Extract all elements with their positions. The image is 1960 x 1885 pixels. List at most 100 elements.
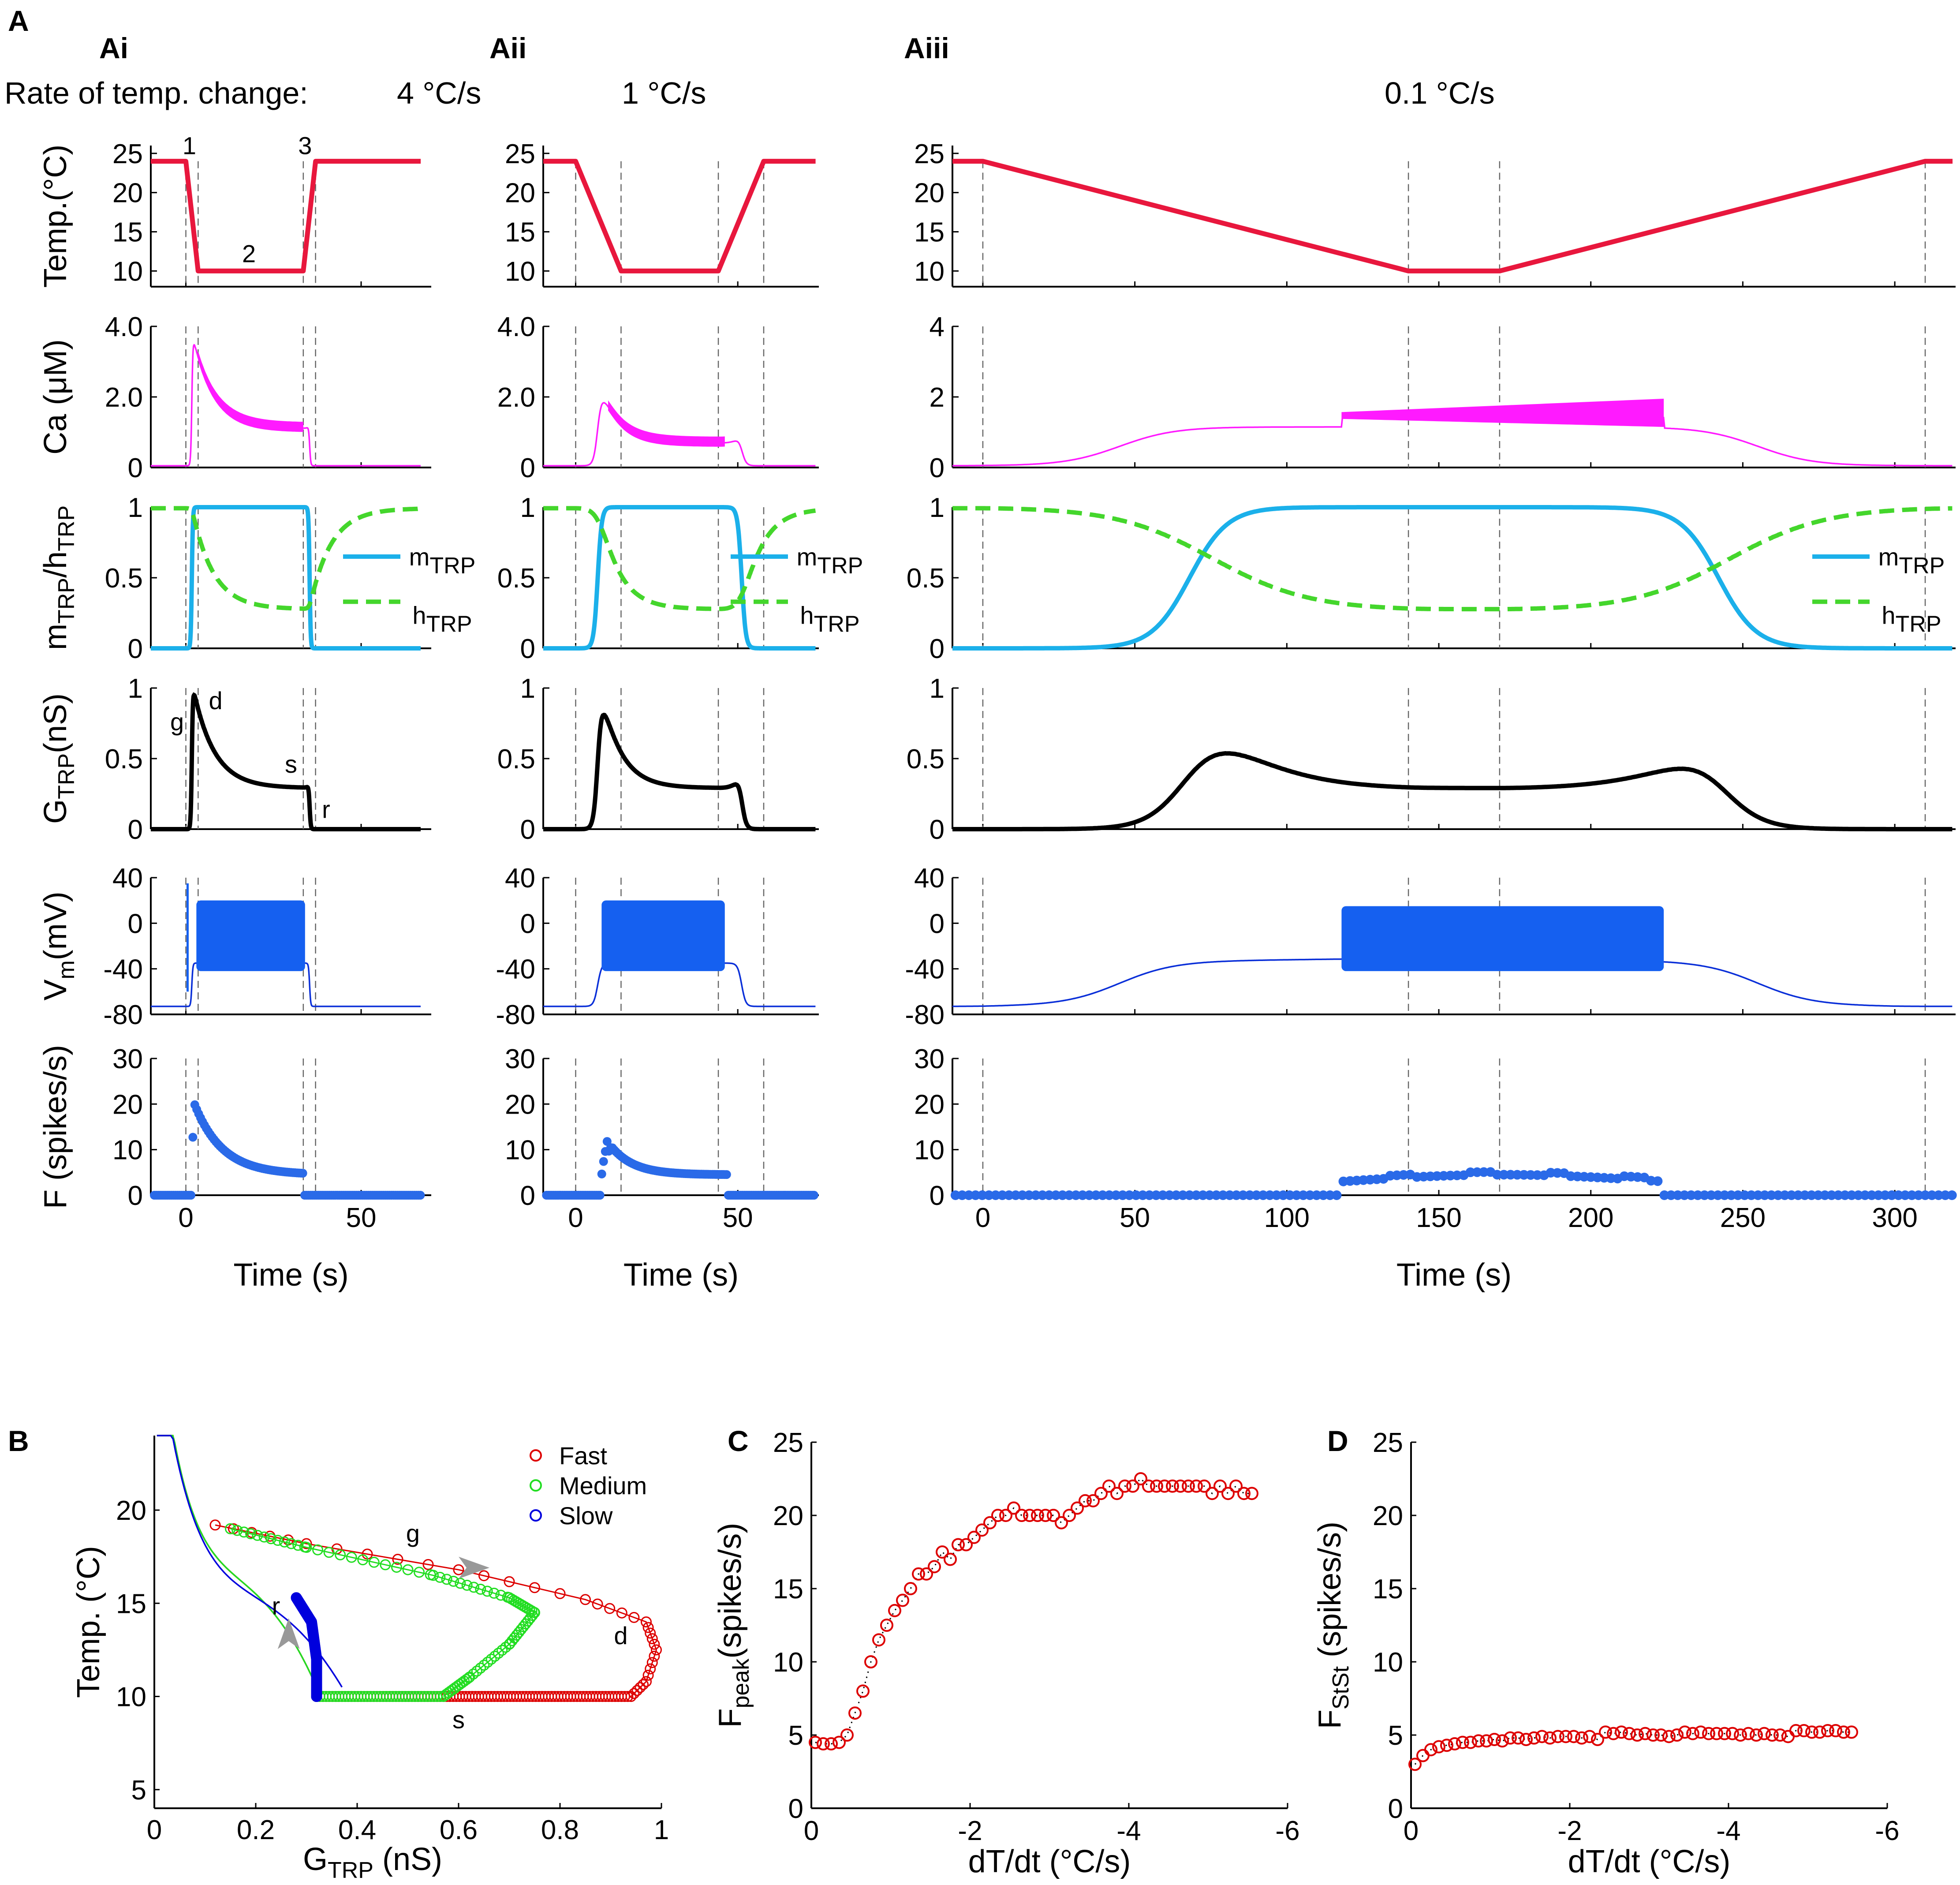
marker-fast	[478, 1570, 489, 1582]
y-tick-label: 5	[131, 1775, 146, 1806]
panel-Aii-mh: 0 0.5 1 mTRP hTRP	[497, 493, 863, 664]
y-tick-label: 0.5	[105, 744, 143, 774]
y-tick-label: 5	[1388, 1720, 1403, 1751]
marker-fast	[649, 1638, 660, 1650]
y-axis-label: FStSt (spikes/s)	[1312, 1522, 1354, 1729]
rate-point	[1292, 1190, 1302, 1200]
rate-point	[1038, 1190, 1048, 1200]
data-point	[1527, 1731, 1541, 1745]
rate-Ai: 4 °C/s	[397, 76, 481, 110]
data-point	[1079, 1494, 1092, 1507]
data-point	[1504, 1731, 1517, 1745]
x-tick-label: 200	[1568, 1203, 1613, 1233]
data-point	[1150, 1479, 1163, 1493]
marker-fast	[646, 1657, 658, 1668]
gtrp-line	[543, 713, 816, 831]
panel-Aii-g: 00.51	[497, 673, 819, 845]
y-tick-label: 1	[128, 493, 143, 523]
y-tick-label: 20	[505, 178, 535, 209]
rate-point	[1505, 1170, 1516, 1180]
y-tick-label: 25	[773, 1428, 803, 1458]
panel-letter-D: D	[1327, 1425, 1348, 1457]
rate-point	[1479, 1167, 1489, 1177]
data-point	[1408, 1758, 1422, 1771]
panel-Aii-temp: 10 15 20 25	[505, 139, 819, 288]
y-tick-label: 0	[930, 815, 945, 845]
y-tick-label: 0	[930, 453, 945, 483]
rate-point	[1673, 1190, 1683, 1200]
h-trp-line	[543, 506, 816, 611]
y-tick-label: 1	[520, 673, 535, 704]
panel-Ai-vm: -80 -40 0 40 Vm(mV)	[38, 863, 431, 1030]
vm-spike-band	[1341, 906, 1664, 971]
data-point	[848, 1706, 862, 1720]
y-tick-label: 1	[930, 493, 945, 523]
y-tick-label: 0.5	[497, 744, 535, 774]
x-tick-label: -2	[1557, 1816, 1582, 1846]
ca-oscillation-band	[608, 400, 725, 447]
x-tick-label: 1	[654, 1815, 669, 1845]
rate-point	[597, 1169, 606, 1178]
marker-medium	[485, 1653, 497, 1665]
y-axis-label: Fpeak(spikes/s)	[713, 1523, 754, 1728]
marker-fast	[628, 1612, 640, 1623]
rate-point	[1853, 1190, 1863, 1200]
x-tick-label: 50	[346, 1203, 377, 1233]
marker-fast	[529, 1582, 540, 1593]
temp-line	[543, 159, 816, 273]
rate-point	[187, 1191, 196, 1200]
data-point	[1206, 1487, 1219, 1500]
data-point	[1607, 1727, 1620, 1740]
y-tick-label: 0	[520, 909, 535, 939]
legend-marker-slow	[530, 1509, 542, 1522]
rate-point	[1305, 1190, 1315, 1200]
panel-Ai-ca: 0 2.0 4.0 Ca (μM)	[38, 312, 431, 483]
rate-point	[1740, 1190, 1750, 1200]
x-tick-label: -6	[1275, 1816, 1299, 1846]
y-tick-label: 10	[773, 1647, 803, 1678]
data-point	[1432, 1740, 1445, 1754]
rate-point	[298, 1169, 307, 1178]
data-point	[1094, 1487, 1108, 1500]
annotation-d: d	[614, 1622, 627, 1649]
h-trp-line	[952, 506, 1953, 612]
data-point	[1766, 1728, 1779, 1742]
rate-point	[1225, 1190, 1235, 1200]
rate-point	[957, 1190, 967, 1200]
y-tick-label: 20	[1373, 1501, 1403, 1531]
x-tick-label: -4	[1716, 1816, 1740, 1846]
data-point	[1237, 1487, 1251, 1500]
data-point	[1480, 1734, 1493, 1748]
marker-fast	[651, 1644, 662, 1656]
data-point	[1174, 1479, 1187, 1493]
y-axis-label: Temp.(°C)	[38, 145, 73, 288]
rate-point	[1860, 1190, 1870, 1200]
rate-point	[1091, 1190, 1101, 1200]
data-point	[817, 1737, 830, 1750]
ca-line	[952, 415, 1953, 467]
marker-medium	[323, 1547, 335, 1558]
marker-fast	[616, 1607, 627, 1619]
marker-fast	[209, 1519, 221, 1531]
data-point	[1198, 1479, 1211, 1493]
panel-letter-C: C	[728, 1425, 749, 1457]
x-tick-label: 0	[147, 1815, 162, 1845]
rate-point	[984, 1190, 994, 1200]
marker-medium	[428, 1570, 439, 1581]
rate-point	[1887, 1190, 1897, 1200]
rate-point	[1104, 1190, 1114, 1200]
rate-point	[1245, 1190, 1255, 1200]
rate-point	[1927, 1190, 1937, 1200]
x-tick-label: 250	[1720, 1203, 1766, 1233]
y-tick-label: 0.5	[907, 744, 945, 774]
marker-medium	[272, 1535, 284, 1546]
data-point	[1837, 1725, 1850, 1739]
marker-medium	[471, 1665, 482, 1677]
marker-medium	[489, 1587, 500, 1599]
y-axis-label: GTRP(nS)	[38, 693, 79, 824]
rate-point	[1165, 1190, 1175, 1200]
legend-h-label: hTRP	[800, 601, 859, 637]
data-point	[1631, 1728, 1644, 1742]
x-tick-label: -2	[958, 1816, 982, 1846]
rate-point	[1753, 1190, 1763, 1200]
